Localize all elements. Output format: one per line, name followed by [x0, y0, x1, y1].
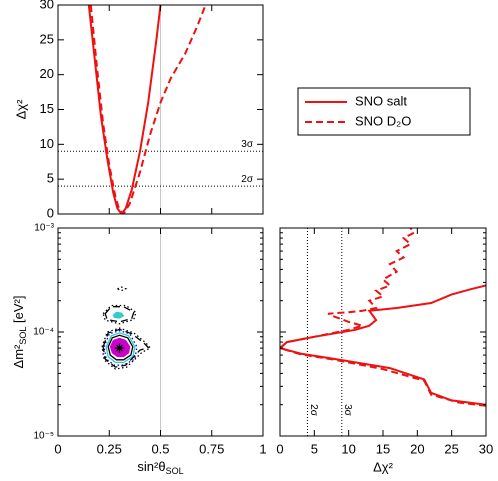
y-tick-label: 30: [40, 0, 54, 11]
x-tick-label: 0: [276, 441, 283, 456]
x-axis-label: sin²θSOL: [137, 459, 183, 476]
y-tick-label: 10⁻³: [34, 223, 54, 234]
contour: [112, 311, 125, 319]
y-tick-label: 10⁻⁵: [33, 431, 54, 442]
y-tick-label: 10: [40, 136, 54, 151]
legend-label: SNO salt: [355, 93, 407, 108]
sigma-label: 3σ: [241, 139, 254, 150]
y-tick-label: 5: [47, 171, 54, 186]
x-tick-label: 0.25: [97, 441, 122, 456]
series-line: [280, 284, 486, 406]
x-tick-label: 25: [444, 441, 458, 456]
series-line: [280, 228, 486, 407]
y-axis-label: Δχ²: [13, 99, 28, 120]
series-line: [89, 5, 207, 214]
x-tick-label: 0: [54, 441, 61, 456]
panel: [280, 228, 486, 436]
x-tick-label: 10: [341, 441, 355, 456]
contour: [115, 286, 128, 292]
y-tick-label: 10⁻⁴: [33, 327, 54, 338]
plot-frame: [279, 227, 487, 437]
sigma-label: 2σ: [241, 174, 254, 185]
y-axis-label-part: [eV²]: [11, 296, 26, 327]
contour: [102, 304, 137, 325]
contour: [103, 330, 138, 366]
contour: [102, 328, 150, 368]
plot-frame: [57, 4, 264, 215]
best-fit-marker: [114, 343, 125, 354]
panel: [101, 228, 161, 436]
plot-frame: [57, 227, 264, 437]
x-axis-label-part: sin²θ: [137, 459, 165, 474]
y-axis-label-part: Δm²: [11, 344, 26, 369]
sigma-label: 2σ: [308, 404, 319, 417]
x-tick-label: 15: [376, 441, 390, 456]
x-tick-label: 0.5: [151, 441, 169, 456]
y-tick-label: 0: [47, 205, 54, 220]
y-axis-label-part: SOL: [18, 327, 28, 345]
y-tick-label: 20: [40, 66, 54, 81]
x-tick-label: 0.75: [199, 441, 224, 456]
contour: [104, 306, 135, 323]
series-line: [87, 5, 162, 214]
y-axis-label: Δm²SOL [eV²]: [11, 296, 28, 369]
x-tick-label: 1: [259, 441, 266, 456]
y-tick-label: 25: [40, 31, 54, 46]
x-axis-label: Δχ²: [373, 459, 394, 474]
legend-box: [297, 87, 471, 136]
legend-label: SNO D₂O: [355, 113, 411, 128]
x-tick-label: 20: [410, 441, 424, 456]
x-tick-label: 30: [479, 441, 493, 456]
y-tick-label: 15: [40, 101, 54, 116]
x-tick-label: 5: [311, 441, 318, 456]
contour: [105, 332, 136, 364]
panel: [58, 5, 263, 214]
contour: [101, 327, 152, 370]
sigma-label: 3σ: [342, 404, 353, 417]
x-axis-label-part: SOL: [166, 466, 184, 476]
contour: [107, 334, 134, 361]
